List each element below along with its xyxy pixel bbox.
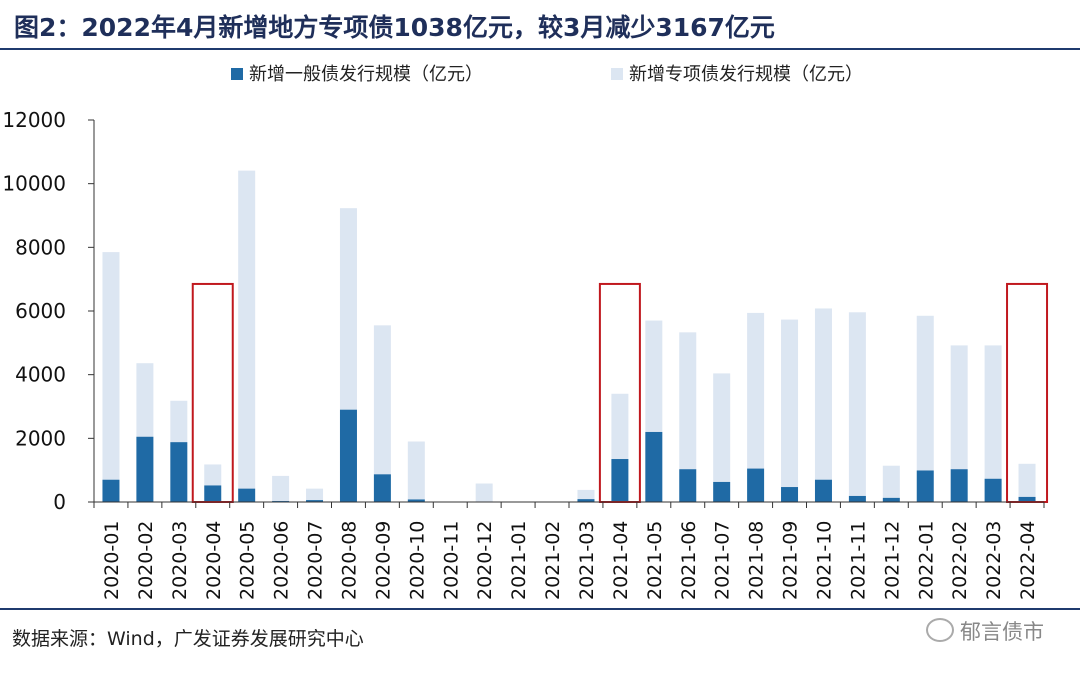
bars [102, 170, 1036, 502]
x-tick-label: 2022-04 [1017, 521, 1039, 600]
bar-general-2022-03 [984, 478, 1002, 502]
x-tick-label: 2022-01 [915, 521, 937, 600]
x-tick-label: 2020-11 [440, 521, 462, 600]
x-tick-label: 2021-01 [508, 521, 530, 600]
bar-special-2022-01 [916, 315, 934, 471]
x-tick-label: 2021-08 [746, 521, 768, 600]
bottom-rule [0, 608, 1080, 610]
bar-special-2020-04 [204, 464, 222, 486]
bar-special-2021-12 [882, 465, 900, 498]
y-tick-label: 8000 [15, 235, 66, 259]
bar-general-2022-01 [916, 470, 934, 502]
x-tick-label: 2022-02 [949, 521, 971, 600]
chart-title: 图2：2022年4月新增地方专项债1038亿元，较3月减少3167亿元 [14, 13, 775, 42]
y-tick-label: 6000 [15, 299, 66, 323]
bar-special-2022-02 [950, 345, 968, 470]
bar-special-2021-03 [577, 489, 595, 500]
x-tick-label: 2021-11 [847, 521, 869, 600]
bar-special-2021-10 [814, 308, 832, 480]
bar-general-2020-09 [373, 474, 391, 502]
bar-general-2021-12 [882, 497, 900, 502]
bar-special-2020-12 [475, 483, 493, 502]
x-tick-label: 2021-06 [678, 521, 700, 600]
bar-general-2020-10 [407, 499, 425, 502]
x-tick-label: 2020-08 [338, 521, 360, 600]
x-tick-label: 2021-10 [813, 521, 835, 600]
bar-general-2021-08 [747, 468, 765, 502]
x-tick-label: 2021-09 [780, 521, 802, 600]
bar-general-2022-04 [1018, 496, 1036, 502]
bar-general-2020-02 [136, 436, 154, 502]
bar-special-2021-07 [713, 373, 731, 482]
bar-special-2021-11 [848, 312, 866, 496]
bar-general-2020-05 [238, 488, 256, 502]
bar-general-2021-11 [848, 495, 866, 502]
bar-general-2021-06 [679, 469, 697, 502]
x-tick-label: 2020-04 [203, 521, 225, 600]
x-tick-label: 2020-12 [474, 521, 496, 600]
x-tick-label: 2021-03 [576, 521, 598, 600]
bar-special-2020-05 [238, 170, 256, 489]
legend-swatch-general [231, 68, 243, 80]
bar-special-2020-07 [306, 488, 324, 501]
x-tick-label: 2021-05 [644, 521, 666, 600]
bar-general-2020-03 [170, 442, 188, 502]
y-tick-label: 12000 [2, 108, 66, 132]
bar-general-2021-04 [611, 459, 629, 502]
y-tick-label: 2000 [15, 426, 66, 450]
bar-general-2020-04 [204, 485, 222, 502]
x-tick-label: 2020-09 [372, 521, 394, 600]
bar-special-2021-04 [611, 393, 629, 460]
bar-general-2021-05 [645, 431, 663, 502]
x-tick-label: 2020-07 [305, 521, 327, 600]
x-axis: 2020-01 2020-02 2020-03 2020-04 2020-05 2020-… [93, 501, 1045, 600]
x-tick-label: 2020-05 [237, 521, 259, 600]
legend: 新增一般债发行规模（亿元） 新增专项债发行规模（亿元） [231, 64, 863, 85]
wechat-icon [926, 618, 954, 642]
bar-general-2021-10 [814, 479, 832, 502]
legend-swatch-special [611, 68, 623, 80]
top-rule [0, 48, 1080, 50]
x-tick-label: 2021-12 [881, 521, 903, 600]
bar-special-2020-01 [102, 252, 120, 480]
bar-special-2020-09 [373, 325, 391, 475]
source-note: 数据来源：Wind，广发证券发展研究中心 [12, 628, 364, 650]
bar-special-2020-08 [339, 208, 357, 410]
x-tick-label: 2020-06 [271, 521, 293, 600]
y-tick-label: 4000 [15, 363, 66, 387]
bar-general-2020-08 [339, 409, 357, 502]
x-tick-label: 2022-03 [983, 521, 1005, 600]
bar-general-2022-02 [950, 469, 968, 502]
x-tick-label: 2020-10 [406, 521, 428, 600]
x-tick-label: 2020-02 [135, 521, 157, 600]
bar-special-2020-06 [272, 475, 290, 502]
x-tick-label: 2020-01 [101, 521, 123, 600]
bar-general-2020-01 [102, 479, 120, 502]
bar-special-2022-04 [1018, 463, 1036, 497]
legend-label-general: 新增一般债发行规模（亿元） [249, 64, 483, 85]
bar-special-2021-08 [747, 312, 765, 469]
x-tick-label: 2020-03 [169, 521, 191, 600]
bar-special-2021-09 [781, 319, 799, 488]
bar-general-2020-07 [306, 500, 324, 502]
bar-general-2021-03 [577, 499, 595, 502]
y-tick-label: 0 [53, 490, 66, 514]
y-tick-label: 10000 [2, 172, 66, 196]
bar-special-2021-06 [679, 332, 697, 470]
bar-special-2020-03 [170, 400, 188, 443]
x-tick-label: 2021-02 [542, 521, 564, 600]
bar-special-2022-03 [984, 345, 1002, 479]
bar-special-2021-05 [645, 320, 663, 432]
x-tick-label: 2021-07 [712, 521, 734, 600]
legend-label-special: 新增专项债发行规模（亿元） [629, 64, 863, 85]
y-axis: 0 2000 4000 6000 8000 10000 12000 [2, 108, 95, 514]
bar-special-2020-02 [136, 363, 154, 437]
x-tick-label: 2021-04 [610, 521, 632, 600]
bar-general-2021-09 [781, 487, 799, 502]
watermark-text: 郁言债市 [960, 620, 1044, 644]
watermark: 郁言债市 [926, 616, 1044, 646]
bar-special-2020-10 [407, 441, 425, 500]
bar-general-2021-07 [713, 481, 731, 502]
